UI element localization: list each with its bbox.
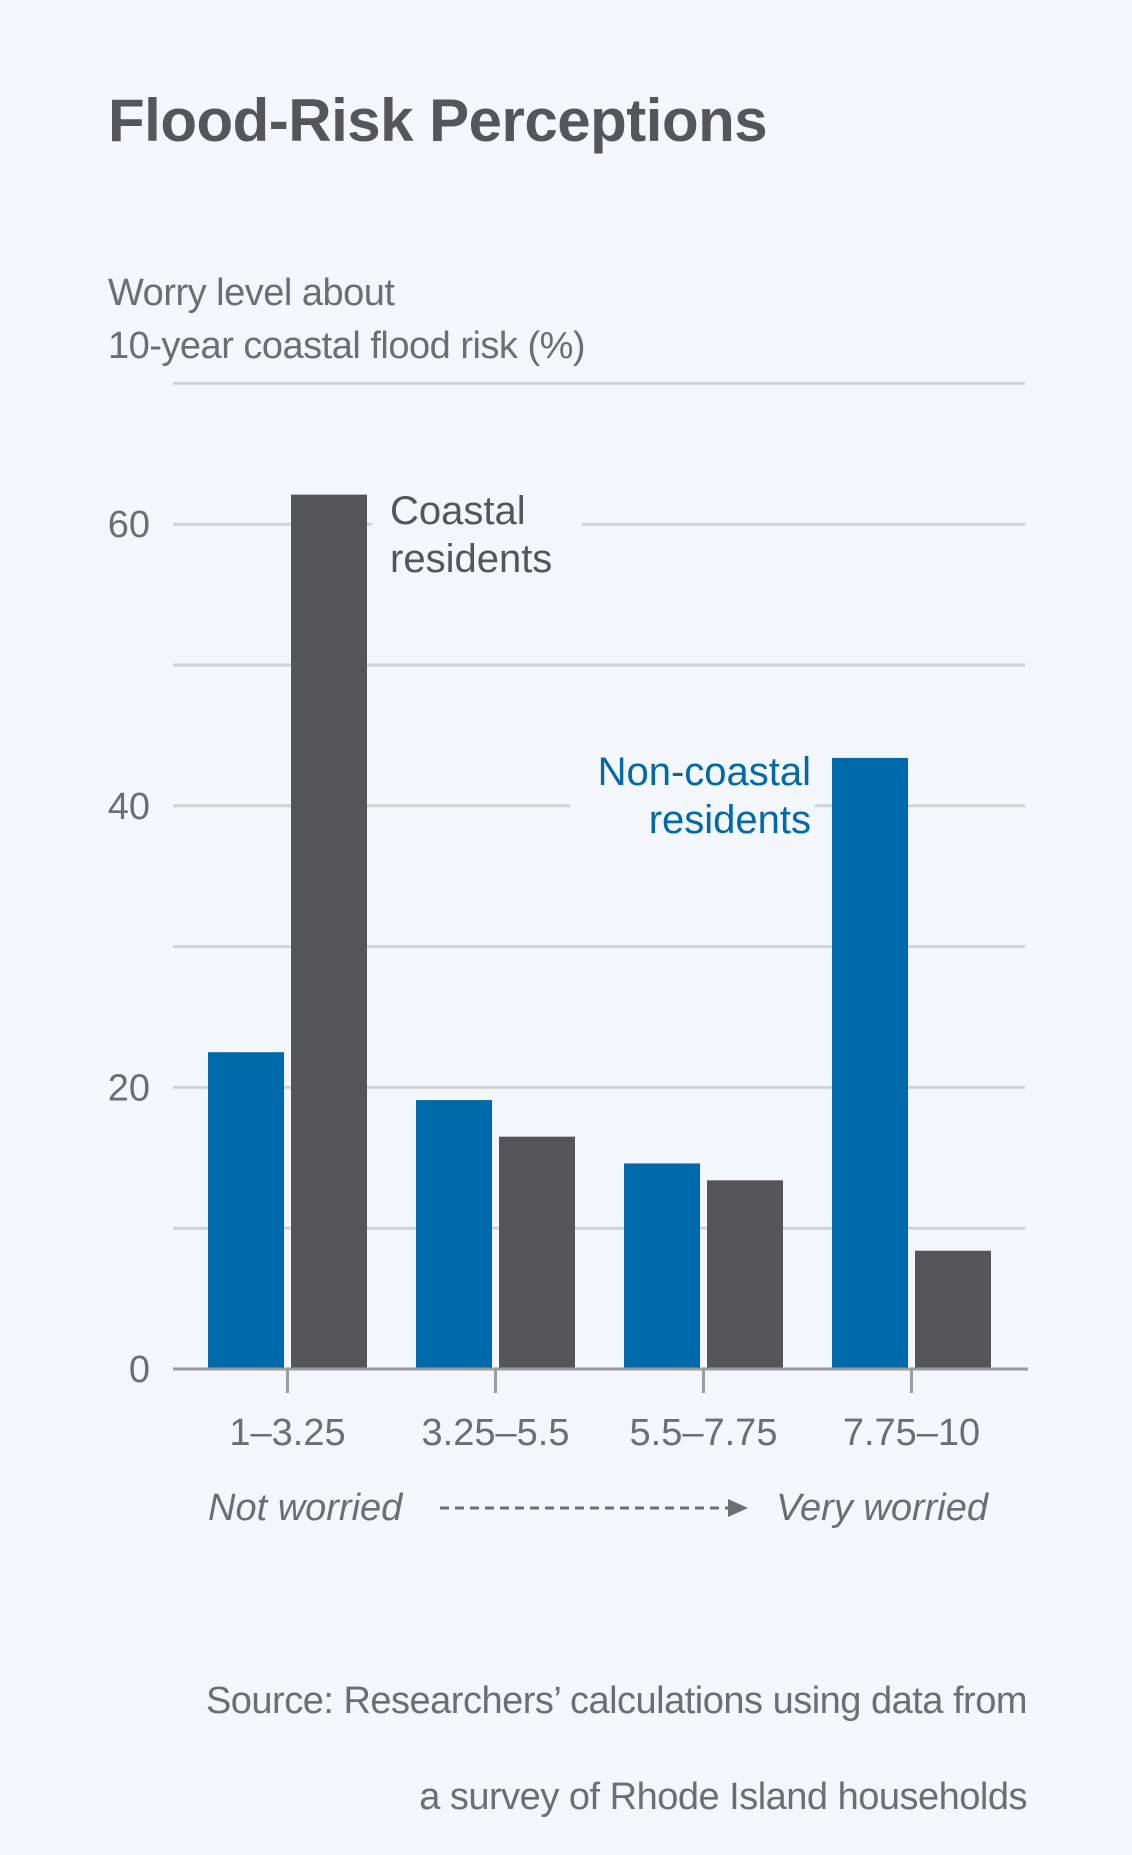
arrow-right-icon <box>728 1499 748 1517</box>
y-axis-label-line-1: Worry level about <box>108 272 395 314</box>
x-tick-label: 7.75–10 <box>843 1412 980 1454</box>
bar-coastal <box>915 1250 991 1369</box>
coastal-label-bg <box>372 478 582 588</box>
x-tick-label: 3.25–5.5 <box>422 1412 570 1454</box>
y-tick-label: 40 <box>108 786 150 828</box>
y-tick-label: 60 <box>108 504 150 546</box>
y-tick-label: 0 <box>129 1349 150 1391</box>
source-note-line-2: a survey of Rhode Island households <box>419 1776 1027 1818</box>
source-note-line-1: Source: Researchers’ calculations using … <box>205 1680 1028 1722</box>
scale-label-not-worried: Not worried <box>208 1487 404 1529</box>
legend-label-noncoastal: Non-coastal <box>598 750 811 794</box>
bar-noncoastal <box>208 1052 284 1369</box>
chart-title: Flood-Risk Perceptions <box>108 87 768 154</box>
bar-coastal <box>291 494 367 1370</box>
noncoastal-label-bg <box>570 745 815 855</box>
bar-noncoastal <box>832 757 908 1369</box>
x-tick-label: 5.5–7.75 <box>630 1412 778 1454</box>
y-tick-label: 20 <box>108 1067 150 1109</box>
bar-coastal <box>499 1136 575 1369</box>
x-tick-label: 1–3.25 <box>229 1412 345 1454</box>
bar-coastal <box>707 1180 783 1369</box>
y-axis-label-line-2: 10-year coastal flood risk (%) <box>108 325 586 367</box>
legend-label-noncoastal: residents <box>649 798 811 842</box>
legend-label-coastal: Coastal <box>390 489 526 533</box>
bar-noncoastal <box>416 1100 492 1369</box>
scale-label-very-worried: Very worried <box>776 1487 990 1529</box>
bar-noncoastal <box>624 1163 700 1369</box>
legend-label-coastal: residents <box>390 537 552 581</box>
